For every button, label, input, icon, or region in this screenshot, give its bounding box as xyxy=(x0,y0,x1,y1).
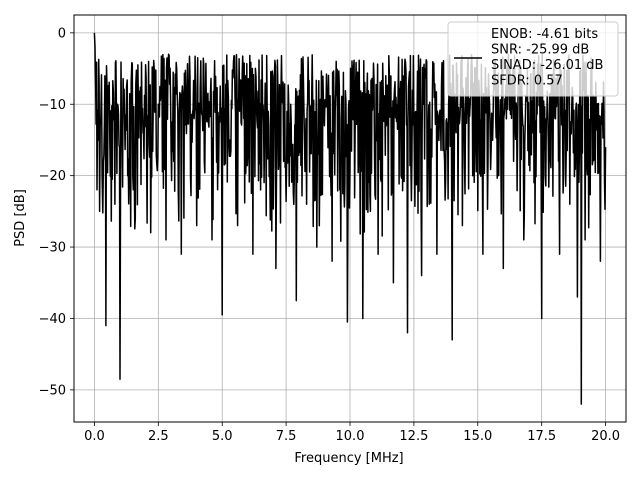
x-tick-label: 7.5 xyxy=(276,429,297,444)
y-tick-label: −20 xyxy=(39,169,66,184)
x-axis-label: Frequency [MHz] xyxy=(294,451,403,466)
x-tick-label: 17.5 xyxy=(527,429,556,444)
y-tick-label: −30 xyxy=(39,241,66,256)
y-tick-label: −50 xyxy=(39,383,66,398)
y-tick-label: −40 xyxy=(39,312,66,327)
x-tick-label: 2.5 xyxy=(148,429,169,444)
y-tick-label: −10 xyxy=(39,98,66,113)
trace-group xyxy=(93,32,607,405)
legend-line-3: SINAD: -26.01 dB xyxy=(491,58,603,73)
legend-line-2: SNR: -25.99 dB xyxy=(491,43,589,58)
x-tick-label: 0.0 xyxy=(84,429,105,444)
y-axis-label: PSD [dB] xyxy=(13,189,28,247)
psd-trace-line xyxy=(93,32,607,405)
x-tick-label: 15.0 xyxy=(463,429,492,444)
legend-line-1: ENOB: -4.61 bits xyxy=(491,27,598,42)
x-axis-ticks: 0.0 2.5 5.0 7.5 10.0 12.5 15.0 17.5 20.0 xyxy=(84,422,620,444)
x-tick-label: 5.0 xyxy=(212,429,233,444)
y-axis-ticks: 0 −10 −20 −30 −40 −50 xyxy=(39,26,74,398)
legend-box xyxy=(447,21,619,97)
legend: ENOB: -4.61 bits SNR: -25.99 dB SINAD: -26… xyxy=(447,21,619,97)
y-tick-label: 0 xyxy=(58,26,66,41)
x-tick-label: 20.0 xyxy=(591,429,620,444)
x-tick-label: 12.5 xyxy=(399,429,428,444)
x-tick-label: 10.0 xyxy=(336,429,365,444)
legend-line-4: SFDR: 0.57 xyxy=(491,74,563,89)
legend-label: ENOB: -4.61 bits SNR: -25.99 dB SINAD: -26… xyxy=(491,27,603,89)
